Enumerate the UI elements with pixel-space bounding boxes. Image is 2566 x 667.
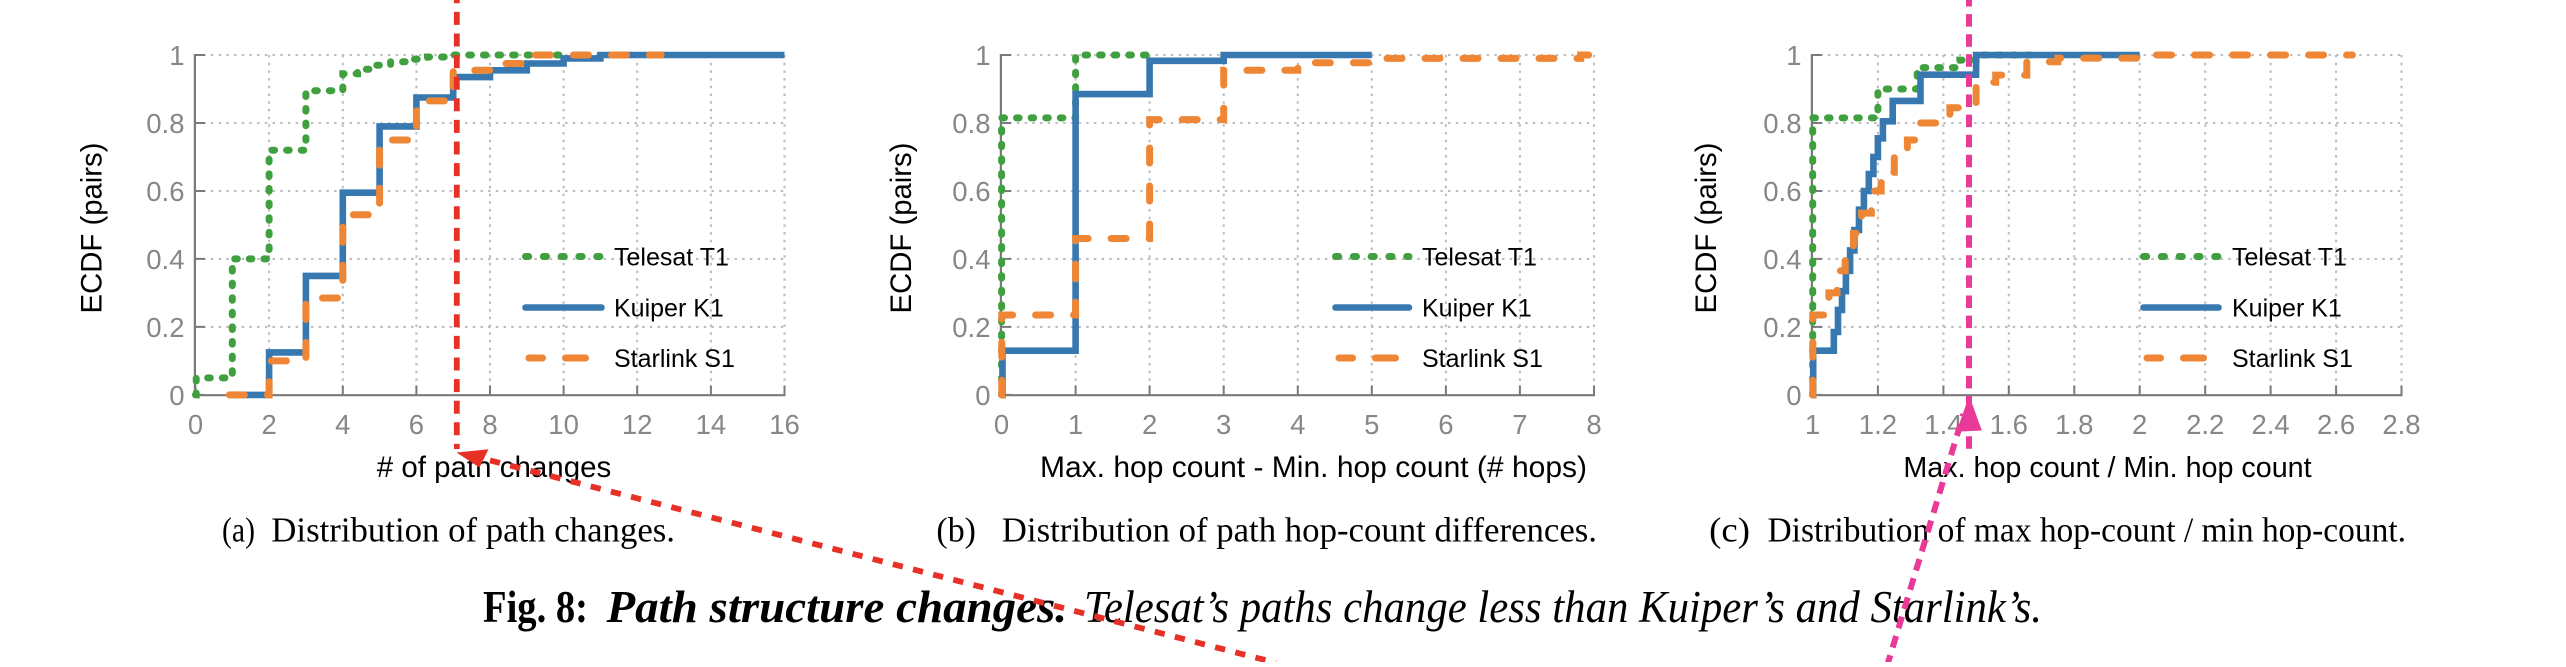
svg-text:2.6: 2.6 <box>2317 409 2355 440</box>
svg-text:(b): (b) <box>936 511 976 550</box>
svg-text:5: 5 <box>1364 409 1379 440</box>
svg-text:0: 0 <box>975 380 990 411</box>
svg-text:1: 1 <box>1068 409 1083 440</box>
svg-text:0.4: 0.4 <box>952 244 990 275</box>
svg-text:Starlink S1: Starlink S1 <box>2232 345 2353 373</box>
svg-text:0.6: 0.6 <box>146 176 184 207</box>
svg-text:Starlink S1: Starlink S1 <box>614 345 735 373</box>
svg-text:# of path changes: # of path changes <box>377 451 612 484</box>
svg-text:0.4: 0.4 <box>146 244 184 275</box>
svg-text:0.4: 0.4 <box>1763 244 1801 275</box>
svg-text:1.8: 1.8 <box>2055 409 2093 440</box>
svg-text:Telesat’s paths change less th: Telesat’s paths change less than Kuiper’… <box>1084 582 2042 632</box>
svg-text:Kuiper K1: Kuiper K1 <box>1422 295 1532 323</box>
svg-text:Distribution of path changes.: Distribution of path changes. <box>271 511 675 550</box>
svg-text:1: 1 <box>975 40 990 71</box>
svg-text:14: 14 <box>696 409 727 440</box>
svg-text:16: 16 <box>769 409 800 440</box>
svg-text:4: 4 <box>1290 409 1305 440</box>
svg-text:Telesat T1: Telesat T1 <box>1422 244 1537 272</box>
svg-text:Telesat T1: Telesat T1 <box>614 244 729 272</box>
svg-text:10: 10 <box>548 409 579 440</box>
svg-text:ECDF (pairs): ECDF (pairs) <box>76 143 109 314</box>
svg-text:2.2: 2.2 <box>2186 409 2224 440</box>
svg-text:Max. hop count / Min. hop coun: Max. hop count / Min. hop count <box>1903 452 2311 484</box>
svg-text:ECDF (pairs): ECDF (pairs) <box>1690 143 1723 314</box>
svg-text:0.2: 0.2 <box>952 312 990 343</box>
svg-text:Distribution of max hop-count: Distribution of max hop-count / min hop-… <box>1768 511 2407 550</box>
svg-text:Telesat T1: Telesat T1 <box>2232 244 2347 272</box>
svg-text:Kuiper K1: Kuiper K1 <box>614 295 724 323</box>
svg-text:Kuiper K1: Kuiper K1 <box>2232 295 2342 323</box>
svg-text:2: 2 <box>1142 409 1157 440</box>
svg-text:6: 6 <box>1438 409 1453 440</box>
svg-text:1: 1 <box>169 40 184 71</box>
svg-text:Distribution of path hop-count: Distribution of path hop-count differenc… <box>1002 511 1597 550</box>
svg-text:Max. hop count - Min. hop coun: Max. hop count - Min. hop count (# hops) <box>1040 451 1587 484</box>
svg-text:2.8: 2.8 <box>2382 409 2420 440</box>
svg-text:Starlink S1: Starlink S1 <box>1422 345 1543 373</box>
svg-text:0.8: 0.8 <box>1763 108 1801 139</box>
svg-text:0.8: 0.8 <box>952 108 990 139</box>
svg-text:(c): (c) <box>1709 511 1750 550</box>
svg-text:Fig. 8:: Fig. 8: <box>483 582 588 632</box>
svg-text:0: 0 <box>188 409 203 440</box>
svg-text:1: 1 <box>1786 40 1801 71</box>
svg-text:0.8: 0.8 <box>146 108 184 139</box>
svg-text:7: 7 <box>1512 409 1527 440</box>
svg-text:0.6: 0.6 <box>1763 176 1801 207</box>
svg-text:0: 0 <box>1786 380 1801 411</box>
svg-text:0.6: 0.6 <box>952 176 990 207</box>
svg-text:1: 1 <box>1805 409 1820 440</box>
svg-text:6: 6 <box>409 409 424 440</box>
svg-text:3: 3 <box>1216 409 1231 440</box>
svg-text:12: 12 <box>622 409 653 440</box>
svg-text:0: 0 <box>169 380 184 411</box>
svg-text:0.2: 0.2 <box>1763 312 1801 343</box>
svg-text:4: 4 <box>335 409 350 440</box>
svg-text:2: 2 <box>261 409 276 440</box>
svg-text:0.2: 0.2 <box>146 312 184 343</box>
svg-text:0: 0 <box>994 409 1009 440</box>
svg-text:8: 8 <box>482 409 497 440</box>
svg-text:2: 2 <box>2132 409 2147 440</box>
svg-text:1.6: 1.6 <box>1990 409 2028 440</box>
svg-text:8: 8 <box>1586 409 1601 440</box>
svg-text:1.2: 1.2 <box>1859 409 1897 440</box>
svg-text:2.4: 2.4 <box>2251 409 2289 440</box>
svg-text:(a): (a) <box>222 511 255 550</box>
svg-text:ECDF (pairs): ECDF (pairs) <box>885 143 918 314</box>
svg-text:Path structure changes.: Path structure changes. <box>605 582 1067 632</box>
